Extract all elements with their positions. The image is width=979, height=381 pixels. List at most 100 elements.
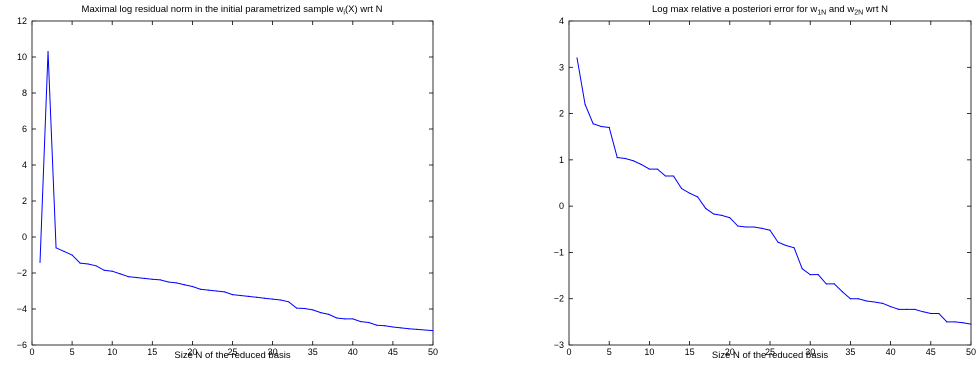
data-point	[680, 187, 683, 190]
data-point	[360, 321, 362, 323]
data-point	[632, 160, 634, 162]
data-point	[753, 226, 755, 228]
data-point	[424, 329, 426, 331]
data-point	[231, 294, 234, 296]
x-tick-label: 20	[187, 347, 197, 357]
data-point	[729, 217, 731, 219]
y-tick-label: 0	[22, 232, 27, 242]
data-point	[640, 163, 642, 166]
data-point	[664, 175, 667, 177]
chart-aposteriori-error: Log max relative a posteriori error for …	[554, 4, 976, 361]
data-point	[970, 323, 972, 325]
series-points	[39, 51, 434, 332]
data-point	[865, 300, 868, 302]
x-tick-label: 10	[107, 347, 117, 357]
y-tick-label: 12	[17, 16, 27, 26]
data-point	[841, 291, 843, 293]
data-point	[408, 328, 410, 330]
data-point	[624, 157, 626, 160]
x-axis-label: Size N of the reduced basis	[712, 350, 828, 361]
data-point	[432, 330, 434, 332]
data-point	[592, 123, 594, 125]
data-point	[400, 327, 402, 329]
data-point	[745, 226, 747, 228]
y-tick-label: 3	[559, 62, 564, 72]
data-point	[713, 213, 715, 215]
data-point	[239, 294, 242, 297]
series-points	[576, 57, 972, 325]
data-point	[255, 296, 258, 298]
x-tick-label: 25	[765, 347, 775, 357]
data-point	[608, 126, 610, 129]
data-point	[656, 168, 659, 170]
data-point	[87, 263, 89, 265]
series-line	[576, 57, 972, 325]
data-point	[648, 168, 651, 170]
data-point	[320, 312, 322, 314]
data-point	[175, 282, 177, 284]
data-point	[344, 318, 346, 320]
data-point	[143, 277, 145, 279]
x-tick-label: 5	[607, 347, 612, 357]
data-point	[600, 125, 602, 128]
y-tick-label: 1	[559, 155, 564, 165]
x-tick-label: 30	[805, 347, 815, 357]
x-tick-label: 20	[725, 347, 735, 357]
data-point	[938, 312, 940, 315]
data-point	[39, 261, 41, 263]
y-tick-label: −6	[17, 340, 27, 350]
x-tick-label: 15	[147, 347, 157, 357]
series-line	[39, 51, 434, 332]
data-point	[785, 244, 787, 247]
data-point	[817, 274, 819, 276]
data-point	[392, 326, 394, 328]
data-point	[272, 298, 274, 300]
x-tick-label: 0	[566, 347, 571, 357]
data-point	[384, 325, 386, 327]
y-tick-label: 10	[17, 52, 27, 62]
data-point	[962, 322, 964, 324]
data-point	[906, 308, 908, 310]
data-point	[576, 57, 578, 59]
data-point	[79, 262, 81, 264]
data-point	[352, 318, 354, 320]
data-point	[207, 289, 210, 291]
y-tick-label: 4	[22, 160, 27, 170]
data-point	[761, 227, 763, 229]
data-point	[737, 225, 739, 227]
data-point	[47, 51, 49, 53]
data-point	[247, 295, 250, 297]
data-point	[159, 279, 161, 281]
data-point	[881, 302, 884, 304]
data-point	[103, 269, 105, 271]
data-point	[215, 290, 218, 292]
x-tick-label: 50	[428, 347, 438, 357]
data-point	[697, 196, 699, 198]
data-point	[111, 270, 113, 272]
y-tick-label: −3	[554, 340, 564, 350]
data-point	[416, 328, 418, 330]
data-point	[296, 307, 298, 309]
plot-area	[568, 20, 972, 346]
data-point	[849, 298, 852, 300]
x-tick-label: 25	[227, 347, 237, 357]
axis-ticks: 0 5 10 15 20 25 30 35 40 45 50 −3 −2 −1 0 1 2 3 4	[554, 16, 976, 357]
axis-ticks: 0 5 10 15 20 25 30 35 40 45 50 −6 −4 −2 0 2 4 6 8 10 12	[17, 16, 438, 357]
data-point	[922, 311, 924, 313]
data-point	[368, 321, 370, 324]
data-point	[898, 308, 900, 310]
x-tick-label: 5	[70, 347, 75, 357]
x-tick-label: 45	[388, 347, 398, 357]
x-tick-label: 40	[886, 347, 896, 357]
data-point	[616, 156, 618, 159]
data-point	[55, 247, 57, 249]
y-tick-label: −1	[554, 247, 564, 257]
data-point	[127, 276, 129, 278]
x-tick-label: 0	[29, 347, 34, 357]
data-point	[801, 268, 803, 270]
data-point	[135, 276, 137, 279]
data-point	[304, 307, 306, 310]
data-point	[191, 285, 193, 288]
data-point	[689, 192, 691, 194]
